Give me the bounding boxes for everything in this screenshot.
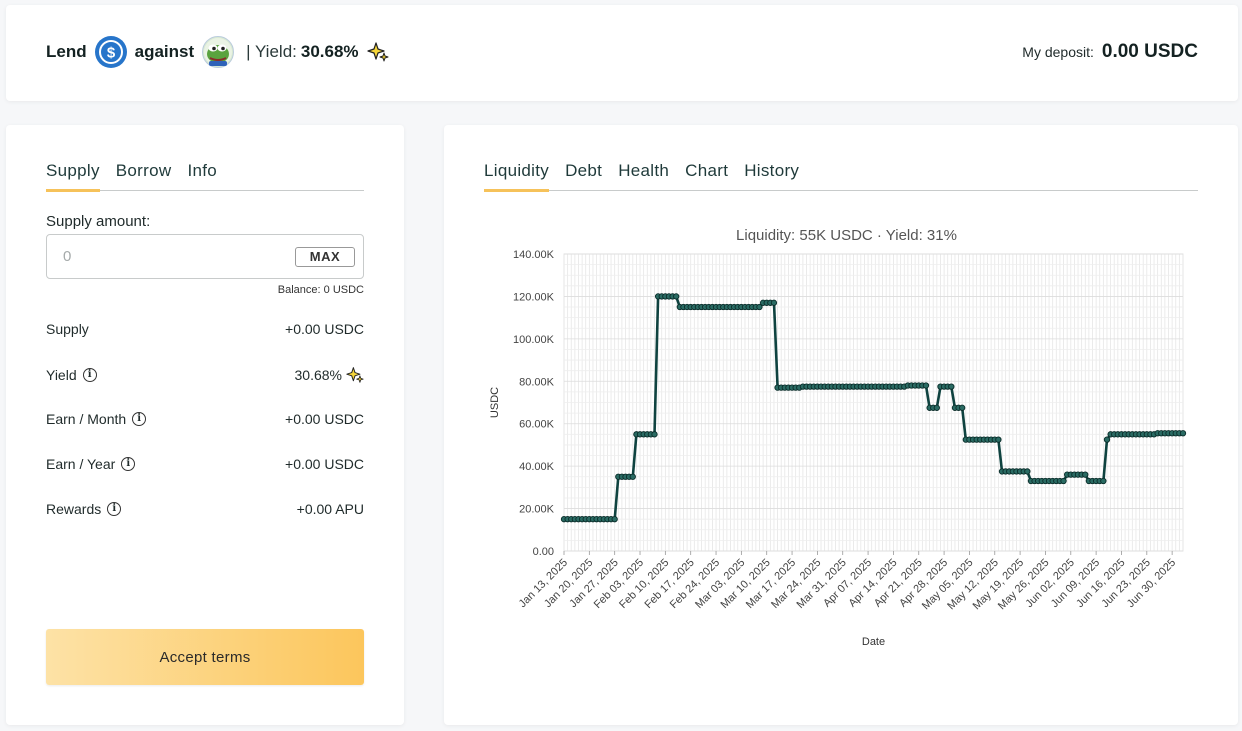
y-tick-label: 20.00K [519, 504, 555, 516]
earn-year-label: Earn / Year [46, 456, 116, 472]
earn-month-value: +0.00 USDC [285, 411, 364, 427]
data-point [651, 431, 658, 438]
yield-value: 30.68% [300, 42, 359, 61]
data-point [1103, 436, 1111, 443]
rewards-row: Rewards i +0.00 APU [46, 501, 364, 517]
y-tick-label: 60.00K [519, 419, 555, 431]
data-point [1024, 468, 1031, 475]
usdc-icon: $ [94, 36, 127, 68]
info-icon[interactable]: i [107, 502, 122, 516]
x-axis-label: Date [862, 636, 885, 648]
y-tick-label: 0.00 [533, 546, 554, 558]
deposit-label: My deposit: [1022, 44, 1094, 60]
pepe-token-icon [202, 36, 235, 68]
y-tick-label: 80.00K [519, 376, 555, 388]
info-icon[interactable]: i [82, 368, 97, 382]
supply-row: Supply +0.00 USDC [46, 321, 364, 337]
chart-panel: Liquidity Debt Health Chart History 0.00… [444, 125, 1238, 725]
data-point [770, 299, 778, 306]
lend-label: Lend [46, 42, 87, 61]
data-point [611, 516, 618, 523]
rewards-value: +0.00 APU [296, 501, 364, 517]
yield-label: | Yield: [246, 42, 297, 61]
earn-month-label: Earn / Month [46, 411, 127, 427]
data-point [959, 404, 966, 411]
earn-year-value: +0.00 USDC [285, 456, 364, 472]
pool-summary: Lend $ against | Yield: 30.68% [46, 36, 389, 68]
tab-info[interactable]: Info [187, 161, 217, 180]
data-point [1060, 477, 1067, 485]
tab-borrow[interactable]: Borrow [115, 161, 172, 180]
tab-debt[interactable]: Debt [565, 161, 603, 180]
supply-tabs: Supply Borrow Info [46, 161, 364, 192]
data-point [948, 383, 955, 390]
rewards-label: Rewards [46, 501, 102, 517]
y-tick-label: 120.00K [513, 291, 555, 303]
data-point [995, 436, 1002, 443]
info-icon[interactable]: i [121, 457, 136, 471]
supply-row-label: Supply [46, 321, 89, 337]
supply-amount-input[interactable] [63, 248, 295, 265]
data-point [629, 473, 636, 480]
against-label: against [134, 42, 195, 61]
data-point [922, 382, 930, 389]
accept-terms-button[interactable]: Accept terms [46, 629, 364, 685]
yield-row-label: Yield [46, 367, 77, 383]
sparkle-icon [346, 366, 364, 384]
earn-year-row: Earn / Year i +0.00 USDC [46, 456, 364, 472]
liquidity-chart: 0.00 20.00K 40.00K 60.00K 80.00K 100.00K 120.0… [489, 227, 1187, 648]
tab-health[interactable]: Health [618, 161, 670, 180]
yield-row-value: 30.68% [294, 367, 342, 383]
chart-tabs: Liquidity Debt Health Chart History [484, 161, 1198, 192]
y-axis-label: USDC [489, 387, 501, 418]
tab-chart[interactable]: Chart [685, 161, 729, 180]
data-point [933, 404, 940, 411]
supply-panel: Supply Borrow Info Supply amount: MAX Ba… [6, 125, 404, 725]
supply-row-value: +0.00 USDC [285, 321, 364, 337]
tab-supply[interactable]: Supply [46, 161, 100, 192]
y-tick-label: 100.00K [513, 334, 555, 346]
data-point [1100, 477, 1107, 485]
info-icon[interactable]: i [132, 412, 147, 426]
data-point [673, 293, 680, 300]
supply-amount-label: Supply amount: [46, 213, 151, 230]
supply-amount-box: MAX [46, 234, 364, 279]
balance-text: Balance: 0 USDC [277, 284, 364, 296]
my-deposit: My deposit: 0.00 USDC [1022, 41, 1198, 63]
y-tick-label: 40.00K [519, 461, 555, 473]
tab-history[interactable]: History [744, 161, 800, 180]
sparkle-icon [366, 41, 389, 63]
data-point [1179, 430, 1187, 437]
svg-text:$: $ [106, 45, 115, 62]
earn-month-row: Earn / Month i +0.00 USDC [46, 411, 364, 427]
y-tick-label: 140.00K [513, 249, 555, 261]
data-point [1082, 471, 1089, 478]
chart-title: Liquidity: 55K USDC · Yield: 31% [736, 227, 957, 244]
max-button[interactable]: MAX [295, 246, 355, 267]
tab-liquidity[interactable]: Liquidity [484, 161, 550, 192]
data-point [756, 303, 763, 311]
pool-header: Lend $ against | Yield: 30.68% [6, 5, 1238, 101]
deposit-value: 0.00 USDC [1101, 41, 1198, 62]
yield-row: Yield i 30.68% [46, 366, 364, 384]
